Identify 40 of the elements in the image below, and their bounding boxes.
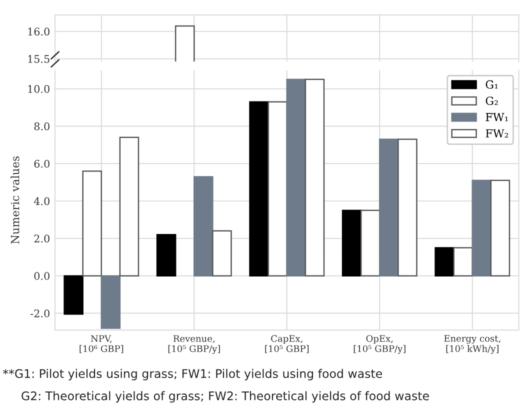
legend-label: G₂: [486, 96, 498, 105]
bar: [268, 101, 288, 276]
x-tick-label: NPV, [10⁶ GBP]: [80, 335, 124, 354]
bar: [453, 247, 474, 276]
bar: [82, 170, 102, 276]
bar: [64, 275, 84, 315]
x-tick-label: Energy cost, [10⁵ kWh/y]: [444, 335, 500, 354]
bar: [490, 180, 510, 276]
y-tick-label: 4.0: [34, 197, 50, 206]
bar: [100, 275, 121, 329]
text: G2: Theoretical yields of grass; FW2: Theoretical yields of food waste: [22, 391, 429, 403]
y-tick-label: 10.0: [28, 84, 50, 93]
bar: [119, 136, 140, 276]
legend-label: FW₁: [486, 113, 508, 122]
y-tick-label: 8.0: [34, 122, 50, 130]
bar: [304, 78, 325, 276]
legend-label: FW₂: [486, 129, 508, 138]
bar: [360, 210, 380, 276]
bar: [249, 101, 269, 276]
y-tick-label: 0.0: [34, 272, 50, 280]
x-tick-label: Revenue, [10⁵ GBP/y]: [168, 335, 220, 354]
bar: [156, 234, 176, 276]
bar: [342, 210, 362, 276]
bar: [212, 230, 232, 276]
bar: [379, 138, 399, 276]
bar: [194, 176, 214, 276]
y-axis-title: Numeric values: [10, 156, 20, 244]
legend-label: G₁: [486, 80, 498, 89]
bar: [398, 138, 418, 276]
bar: [286, 78, 306, 276]
bar: [434, 247, 454, 276]
y-tick-label: 15.5: [28, 55, 50, 63]
bar: [472, 180, 492, 276]
y-tick-label: 2.0: [34, 234, 50, 243]
y-tick-label: 16.0: [28, 28, 50, 36]
text: **G1: Pilot yields using grass; FW1: Pilot yields using food waste: [2, 368, 382, 380]
y-tick-label: 6.0: [34, 160, 50, 168]
y-tick-label: -2.0: [30, 309, 50, 318]
x-tick-label: CapEx, [10⁵ GBP]: [265, 335, 309, 354]
x-tick-label: OpEx, [10⁵ GBP/y]: [354, 335, 406, 354]
